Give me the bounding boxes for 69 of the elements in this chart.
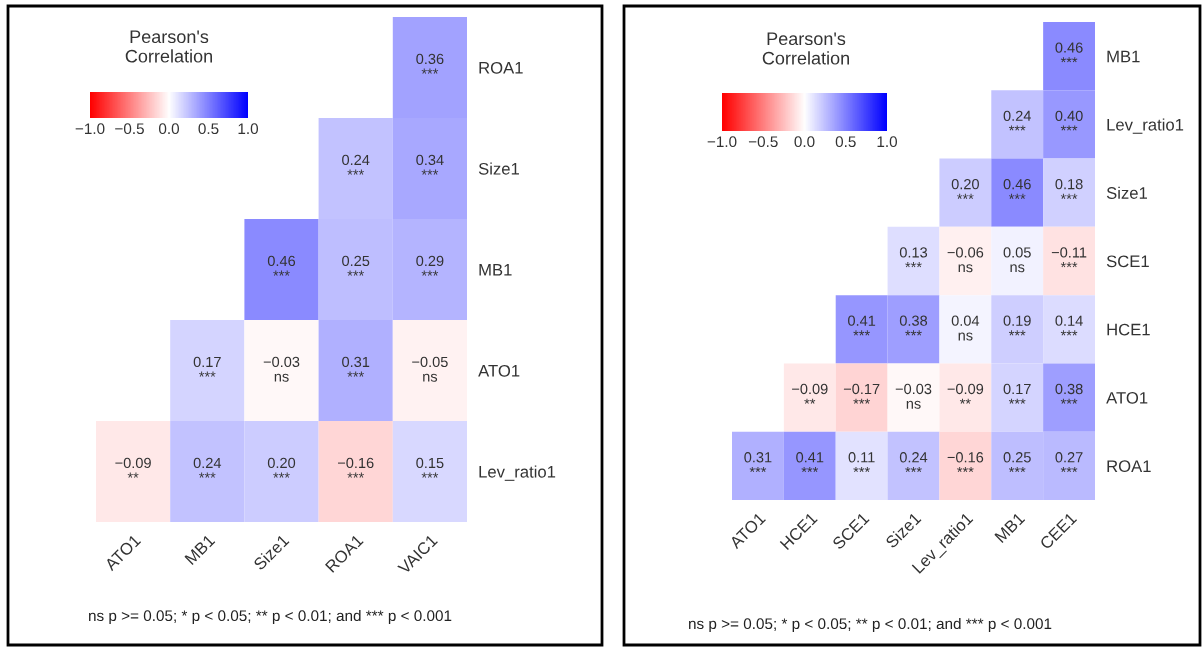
y-tick-label: ROA1: [479, 61, 523, 74]
color-bar-label: −0.5: [115, 123, 144, 135]
y-tick-label: Size1: [1106, 186, 1147, 199]
data-label: 0.27 ***: [1055, 452, 1083, 473]
data-label: 0.15 ***: [416, 457, 444, 478]
color-bar-label: 0.5: [198, 123, 219, 135]
data-label: 0.17 ***: [1003, 383, 1031, 404]
text: ns p >= 0.05; * p < 0.05; ** p < 0.01; and *** p < 0.001: [89, 609, 452, 625]
data-label: 0.17 ***: [193, 356, 221, 377]
data-label: 0.46 ***: [1055, 42, 1083, 63]
color-bar-label: 1.0: [877, 136, 898, 148]
y-tick-label: Lev_ratio1: [1107, 118, 1184, 134]
y-tick-label: HCE1: [1107, 323, 1150, 336]
data-label: 0.29 ***: [416, 255, 444, 276]
data-label: 0.24 ***: [899, 452, 928, 473]
y-tick-label: ROA1: [1107, 460, 1151, 473]
data-label: 0.38 ***: [899, 315, 928, 336]
y-tick-label: SCE1: [1106, 255, 1149, 268]
color-bar-title: Pearson's Correlation: [762, 32, 849, 65]
color-bar-label: −1.0: [707, 136, 737, 148]
data-label: −0.11 ***: [1051, 247, 1087, 268]
data-label: 0.40 ***: [1055, 110, 1083, 131]
data-label: 0.34 ***: [416, 154, 444, 175]
y-tick-label: Size1: [478, 162, 519, 175]
color-bar-label: −0.5: [748, 136, 778, 148]
data-label: 0.18 ***: [1055, 178, 1083, 199]
data-label: 0.24 ***: [193, 457, 222, 478]
data-label: −0.17 ***: [843, 383, 880, 404]
data-label: 0.04 ns: [951, 315, 980, 341]
color-bar-label: 0.0: [158, 123, 180, 135]
data-label: −0.06 ns: [947, 247, 984, 273]
data-label: 0.24 ***: [1003, 110, 1031, 131]
data-label: 0.38 ***: [1055, 383, 1083, 404]
data-label: −0.09 **: [792, 383, 828, 404]
data-label: 0.19 ***: [1003, 315, 1031, 336]
color-bar-label: 0.0: [794, 136, 815, 148]
data-label: 0.31 ***: [744, 452, 772, 473]
data-label: 0.41 ***: [848, 315, 876, 336]
y-tick-label: MB1: [1107, 50, 1140, 63]
color-bar-label: −1.0: [75, 123, 105, 135]
data-label: −0.03 ns: [263, 356, 300, 382]
color-bar-label: 1.0: [238, 123, 259, 135]
data-label: −0.09 **: [947, 383, 984, 404]
y-tick-label: MB1: [479, 264, 512, 276]
y-tick-label: ATO1: [478, 364, 520, 377]
color-bar-title: Pearson's Correlation: [125, 30, 212, 63]
data-label: −0.03 ns: [895, 383, 932, 409]
data-label: 0.24 ***: [342, 154, 370, 175]
data-label: −0.05 ns: [412, 356, 448, 382]
data-label: 0.11 ***: [848, 452, 875, 473]
data-label: −0.16 ***: [337, 457, 374, 478]
data-label: 0.36 ***: [416, 53, 444, 74]
data-label: 0.25 ***: [342, 255, 370, 276]
data-label: 0.46 ***: [1003, 178, 1031, 199]
data-label: 0.14 ***: [1055, 315, 1083, 336]
data-label: 0.41 ***: [796, 452, 824, 473]
y-tick-label: Lev_ratio1: [479, 465, 556, 481]
data-label: −0.16 ***: [947, 452, 984, 473]
data-label: 0.46 ***: [267, 255, 296, 276]
data-label: 0.31 ***: [342, 356, 370, 377]
color-bar-label: 0.5: [835, 136, 856, 148]
data-label: 0.20 ***: [267, 457, 296, 478]
text: ns p >= 0.05; * p < 0.05; ** p < 0.01; and *** p < 0.001: [689, 617, 1052, 633]
data-label: −0.09 **: [115, 457, 151, 478]
data-label: 0.05 ns: [1003, 247, 1031, 273]
data-label: 0.13 ***: [899, 247, 928, 268]
y-tick-label: ATO1: [1106, 391, 1148, 404]
data-label: 0.20 ***: [951, 178, 979, 199]
data-label: 0.25 ***: [1003, 452, 1031, 473]
